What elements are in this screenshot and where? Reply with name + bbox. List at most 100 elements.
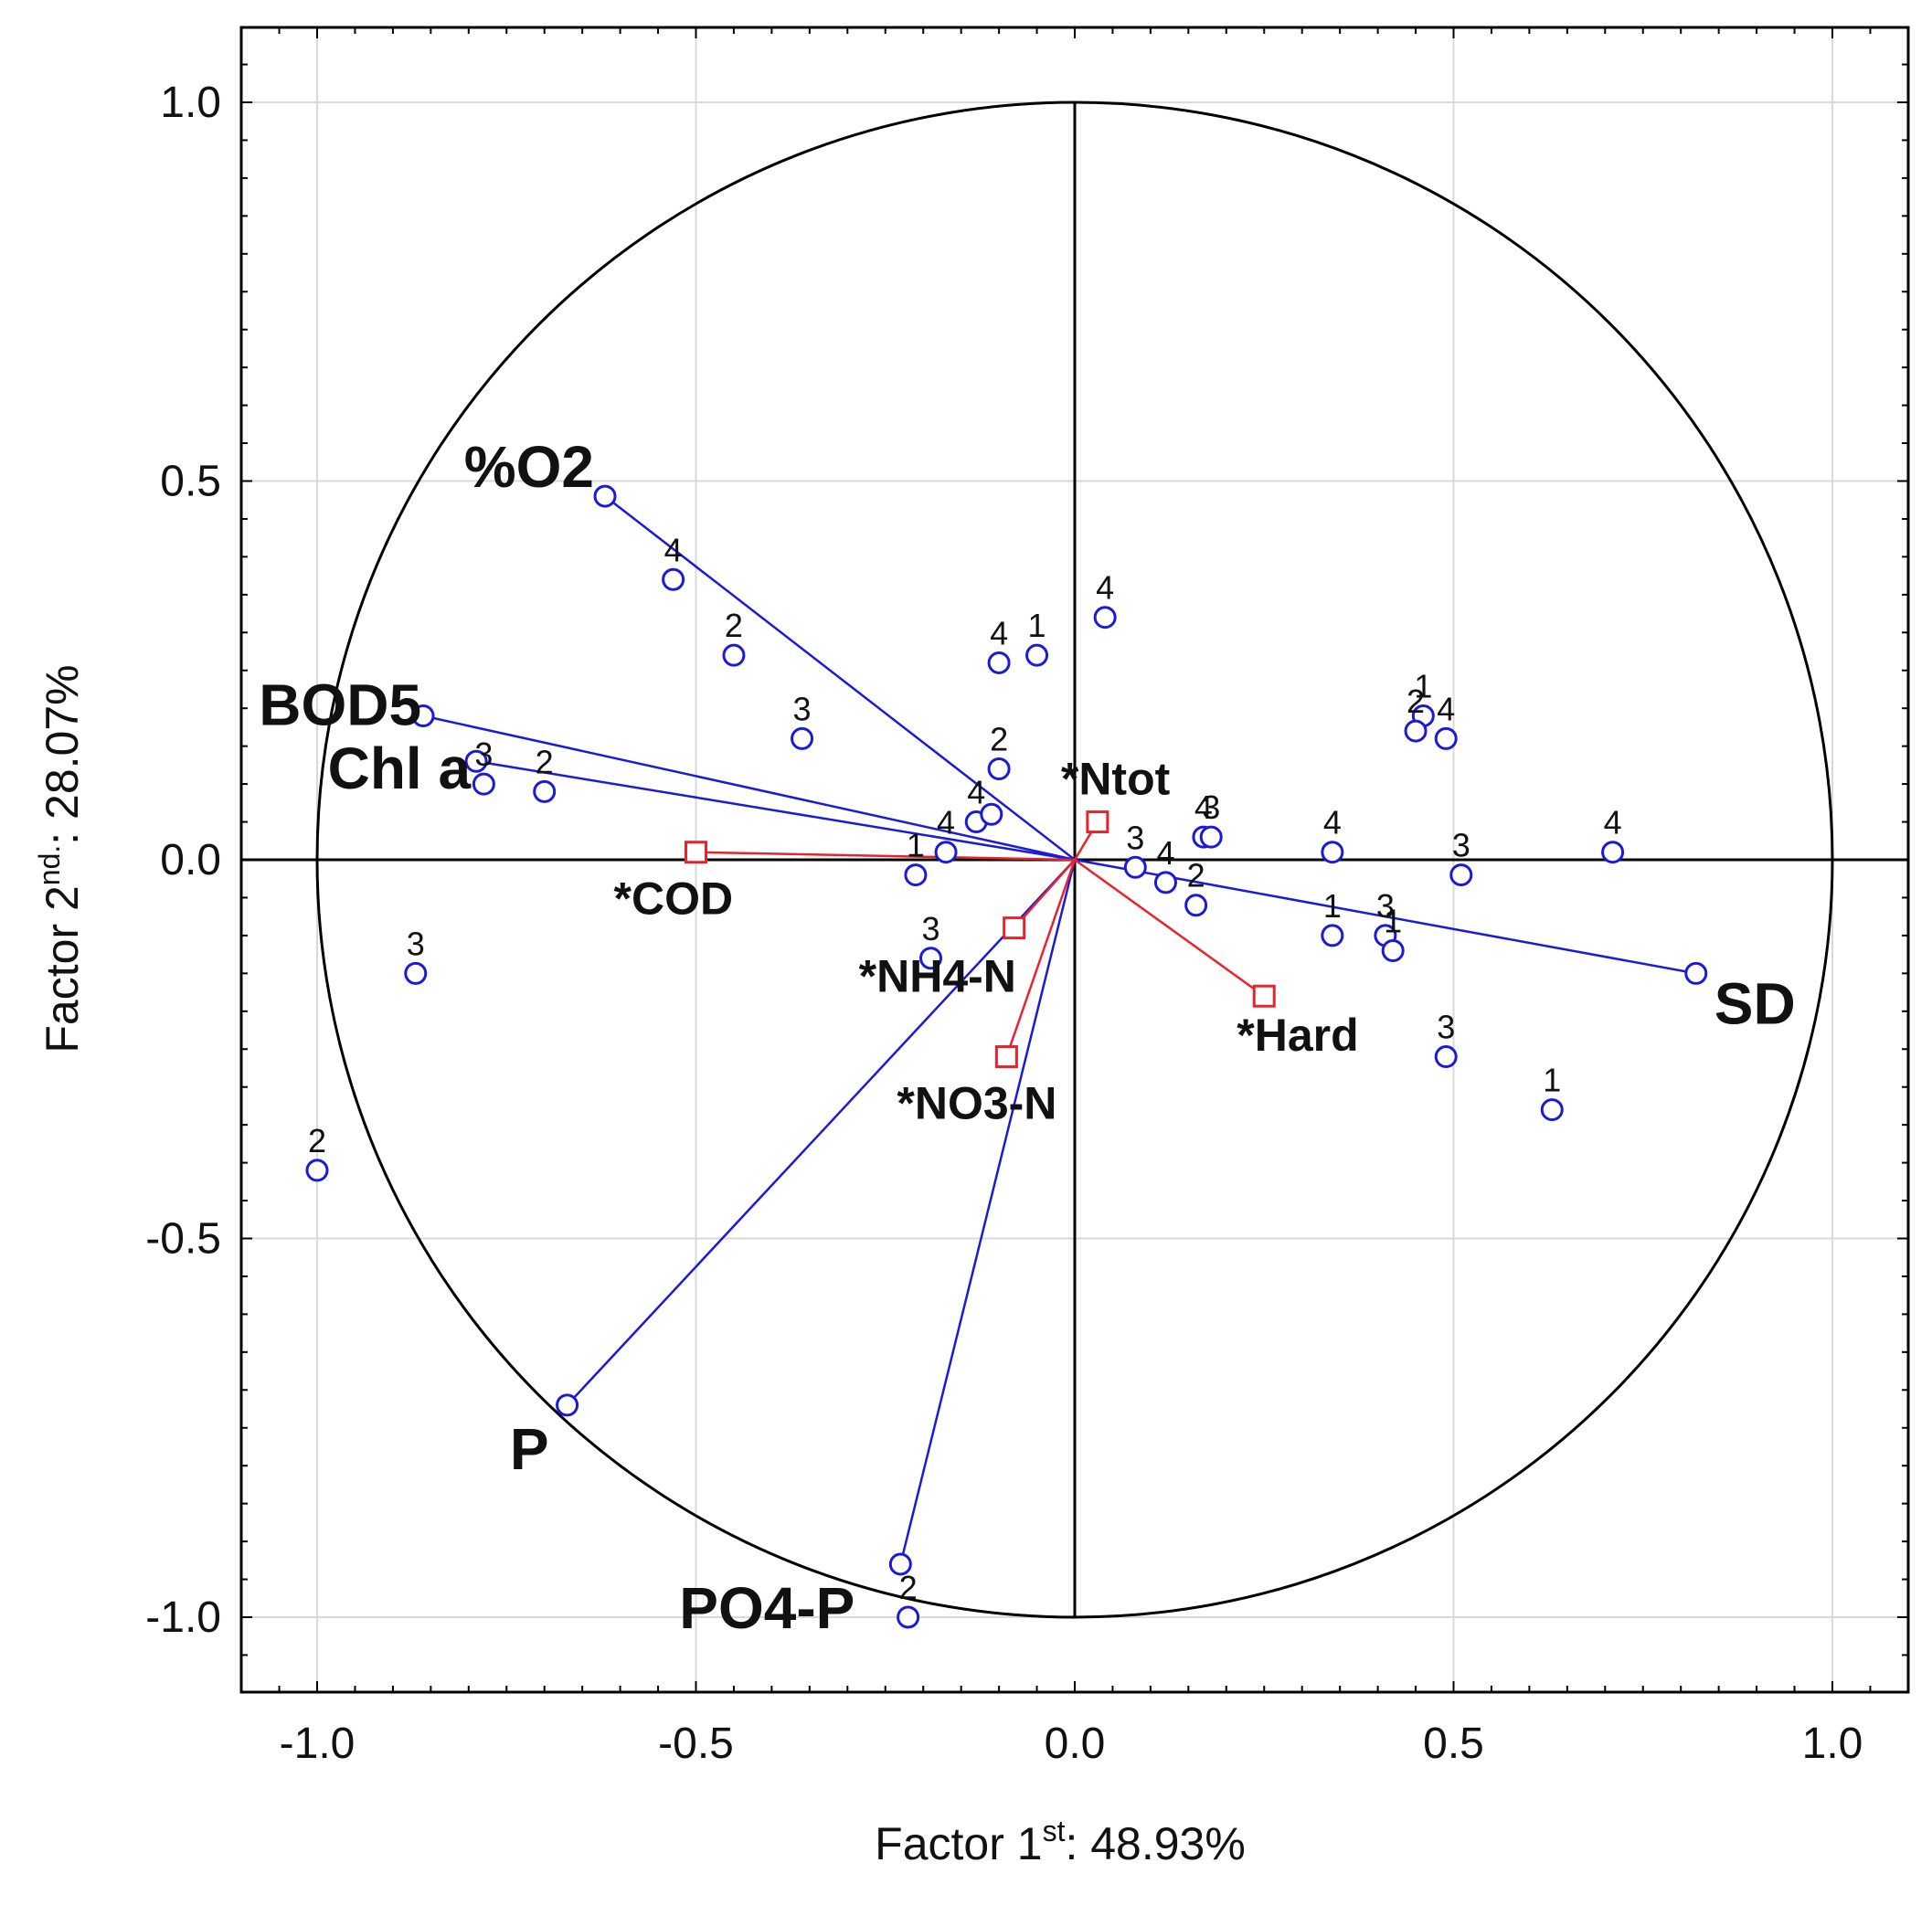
case-point [1184, 894, 1208, 917]
y-axis-title-superscript: nd. [33, 845, 66, 885]
case-label: 2 [308, 1122, 326, 1159]
case-point [1434, 726, 1458, 750]
case-point [404, 961, 428, 985]
case-label: 4 [1194, 788, 1213, 826]
case-point [1449, 863, 1473, 887]
case-label: 2 [536, 743, 554, 780]
active-variable-marker [556, 1393, 579, 1417]
active-variable-vector [899, 859, 1077, 1565]
case-points [305, 484, 1708, 1629]
case-label: 2 [1407, 683, 1425, 720]
case-point [1153, 871, 1177, 894]
case-point [1540, 1098, 1564, 1122]
case-point [918, 947, 942, 970]
case-point [472, 772, 495, 796]
case-label: 1 [1323, 887, 1342, 925]
supplementary-variable-label: *COD [614, 873, 734, 925]
case-label: 4 [1323, 804, 1342, 841]
x-tick-label: -0.5 [658, 1720, 734, 1768]
supplementary-variable-marker [1086, 810, 1109, 834]
active-variable-marker [411, 704, 435, 727]
case-point [987, 651, 1011, 674]
supplementary-variable-marker [685, 841, 707, 864]
case-label: 4 [1604, 804, 1622, 841]
y-axis-title: Factor 2nd.: 28.07% [33, 664, 88, 1053]
active-variable-vector [566, 859, 1076, 1406]
case-label: 2 [899, 1569, 918, 1606]
case-label: 4 [990, 614, 1008, 651]
case-point [904, 863, 928, 887]
case-point [533, 779, 557, 803]
supplementary-variable-label: *Hard [1237, 1010, 1358, 1061]
case-point [934, 841, 958, 864]
case-point [1321, 924, 1344, 947]
active-variable-vector [422, 714, 1076, 862]
case-label: 3 [407, 925, 425, 962]
case-point [305, 1159, 329, 1182]
case-label: 4 [1096, 569, 1114, 607]
x-axis-title-tail: : 48.93% [1065, 1818, 1245, 1869]
supplementary-variable-vector [695, 851, 1076, 862]
case-label: 3 [474, 736, 493, 773]
active-variable-marker [464, 749, 488, 773]
case-label: 4 [664, 531, 683, 568]
x-axis-title-main: Factor 1 [875, 1818, 1042, 1869]
supplementary-variable-label: *Ntot [1061, 754, 1171, 805]
axis-tick-labels: -1.0 -0.5 0.0 0.5 1.0 -1.0 -0.5 0.0 0.5 1.0 [145, 79, 1863, 1768]
case-point [1123, 855, 1147, 879]
case-point [1404, 719, 1428, 743]
case-point [1025, 643, 1049, 667]
case-label: 3 [1126, 819, 1144, 856]
y-axis-title-tail: : 28.07% [37, 664, 88, 844]
supplementary-variable-vector [1074, 858, 1265, 998]
supplementary-variable-marker [1252, 984, 1276, 1008]
active-variable-label: %O2 [464, 434, 594, 500]
supplementary-variable-label: *NO3-N [897, 1078, 1056, 1129]
supplementary-variable-vector [1005, 859, 1077, 1057]
loading-vectors [422, 495, 1697, 1565]
case-label: 3 [1437, 1009, 1455, 1046]
active-variable-label: BOD5 [259, 672, 421, 737]
y-tick-label: 1.0 [160, 79, 221, 127]
case-point [662, 567, 685, 591]
case-point [1381, 938, 1405, 962]
case-label: 4 [1156, 834, 1174, 872]
case-point [791, 726, 814, 750]
y-tick-label: -1.0 [145, 1593, 221, 1642]
active-variable-marker [593, 484, 617, 508]
case-label: 3 [1376, 887, 1395, 925]
x-axis-title-superscript: st [1043, 1815, 1066, 1847]
x-tick-label: -1.0 [280, 1720, 356, 1768]
x-axis-title: Factor 1st: 48.93% [875, 1815, 1246, 1869]
supplementary-variable-marker [994, 1045, 1018, 1069]
case-label: 1 [1414, 667, 1432, 704]
x-tick-label: 0.5 [1423, 1720, 1484, 1768]
case-point [1199, 825, 1223, 849]
active-variable-label: PO4-P [679, 1575, 855, 1641]
y-tick-label: 0.0 [160, 836, 221, 884]
case-point [897, 1605, 920, 1629]
case-label: 3 [793, 690, 812, 727]
case-point [1093, 606, 1117, 630]
case-label: 3 [1202, 788, 1220, 826]
active-variable-vector [475, 759, 1076, 862]
supplementary-variable-marker [1003, 916, 1026, 940]
case-label: 3 [1452, 827, 1470, 864]
case-label: 1 [1384, 902, 1402, 939]
case-label: 1 [907, 827, 925, 864]
y-tick-label: 0.5 [160, 458, 221, 506]
active-variable-label: Chl a [328, 736, 472, 801]
active-variable-vector [604, 495, 1076, 861]
case-label: 1 [1543, 1062, 1561, 1099]
case-point [980, 802, 1003, 826]
case-label: 4 [1437, 690, 1455, 727]
case-label: 2 [990, 721, 1008, 758]
case-label: 3 [921, 910, 939, 947]
case-label: 1 [1028, 607, 1046, 644]
active-variable-label: P [510, 1416, 549, 1482]
x-tick-label: 1.0 [1802, 1720, 1863, 1768]
case-label: 4 [967, 774, 985, 811]
case-point [722, 643, 746, 667]
